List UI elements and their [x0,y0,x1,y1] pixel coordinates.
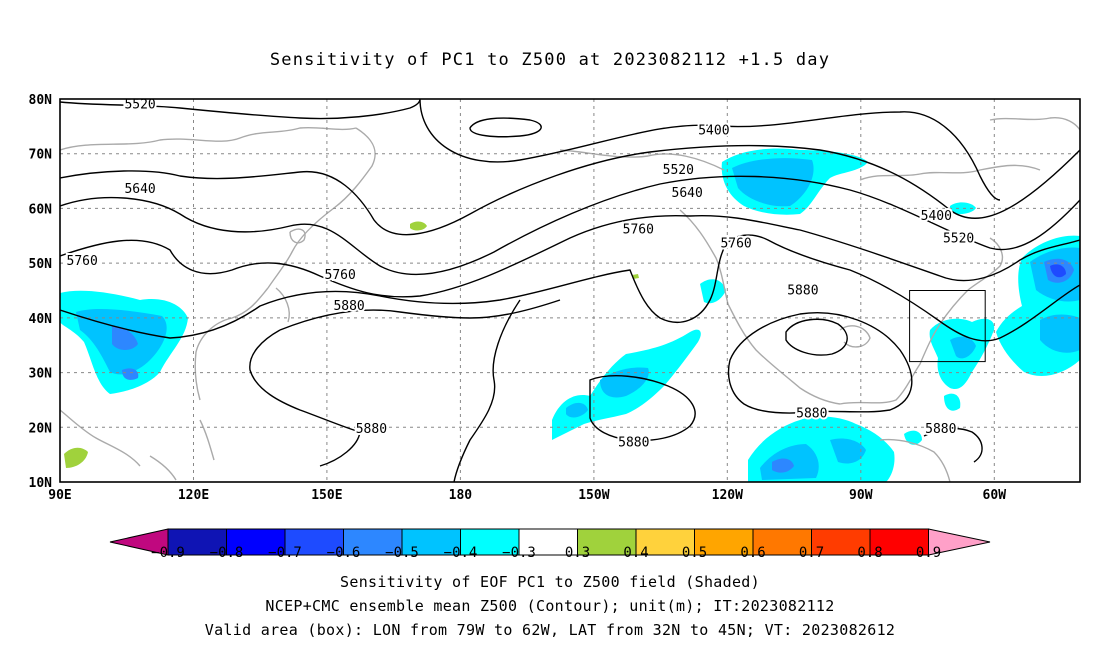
colorbar-cell-4 [401,528,461,556]
colorbar [109,528,991,556]
colorbar-cell-5 [460,528,520,556]
contour-label-5760-9: 5760 [67,254,98,269]
contour-label-5880-15: 5880 [796,407,827,422]
contour-label-5520-6: 5520 [943,232,974,247]
colorbar-cell-11 [811,528,871,556]
contour-label-5880-14: 5880 [618,436,649,451]
contour-labels: 5520 5400 5520 5640 5640 5400 5520 5760 5760 5760… [65,95,977,452]
colorbar-label-6: −0.3 [502,545,536,561]
lon-label-90w: 90W [849,488,873,503]
z500-contours [60,99,1080,482]
contour-label-5520-2: 5520 [663,163,694,178]
lon-label-180: 180 [449,488,473,503]
caption-line-2: NCEP+CMC ensemble mean Z500 (Contour); u… [265,597,835,615]
colorbar-high-extension [928,528,991,556]
caption-line-1: Sensitivity of EOF PC1 to Z500 field (Sh… [340,573,760,591]
map-title: Sensitivity of PC1 to Z500 at 2023082112… [269,50,831,70]
colorbar-label-10: 0.6 [740,545,765,561]
colorbar-label-5: −0.4 [444,545,478,561]
sensitivity-shading [60,148,1080,482]
colorbar-cell-0 [167,528,227,556]
colorbar-label-2: −0.7 [268,545,302,561]
contour-label-5880-16: 5880 [925,422,956,437]
colorbar-cell-6 [518,528,578,556]
contour-label-5760-10: 5760 [325,268,356,283]
colorbar-label-3: −0.6 [327,545,361,561]
contour-label-5400-5: 5400 [921,209,952,224]
colorbar-cell-2 [284,528,344,556]
contour-label-5880-12: 5880 [787,284,818,299]
valid-area-box [909,290,986,363]
colorbar-cell-7 [577,528,637,556]
lon-label-120w: 120W [712,488,743,503]
lat-label-80n: 80N [29,93,53,108]
lon-label-150e: 150E [311,488,342,503]
colorbar-label-4: −0.5 [385,545,419,561]
colorbar-label-8: 0.4 [623,545,648,561]
lat-label-70n: 70N [29,148,53,163]
colorbar-cell-9 [694,528,754,556]
lat-label-10n: 10N [29,476,53,491]
lon-label-120e: 120E [178,488,209,503]
lat-label-50n: 50N [29,257,53,272]
colorbar-label-9: 0.5 [682,545,707,561]
colorbar-label-12: 0.8 [857,545,882,561]
colorbar-label-11: 0.7 [799,545,824,561]
contour-label-5640-4: 5640 [124,182,155,197]
contour-label-5520-0: 5520 [124,97,155,112]
contour-label-5760-7: 5760 [623,223,654,238]
caption-line-3: Valid area (box): LON from 79W to 62W, L… [204,621,896,639]
contour-label-5640-3: 5640 [672,186,703,201]
lon-label-150w: 150W [578,488,609,503]
contour-label-5880-11: 5880 [333,299,364,314]
colorbar-cell-3 [343,528,403,556]
contour-label-5760-8: 5760 [720,236,751,251]
plot-frame [59,98,1081,483]
colorbar-label-1: −0.8 [210,545,244,561]
lat-label-20n: 20N [29,421,53,436]
colorbar-label-7: 0.3 [565,545,590,561]
lon-label-90e: 90E [48,488,71,503]
colorbar-label-13: 0.9 [916,545,941,561]
colorbar-labels: −0.9 −0.8 −0.7 −0.6 −0.5 −0.4 −0.3 0.3 0.4 0.5 0.6… [151,545,941,561]
contour-label-5400-1: 5400 [698,124,729,139]
colorbar-cell-1 [226,528,286,556]
lon-label-60w: 60W [983,488,1007,503]
contour-label-5880-13: 5880 [356,422,387,437]
lat-label-30n: 30N [29,367,53,382]
lat-label-40n: 40N [29,312,53,327]
lat-label-60n: 60N [29,202,53,217]
colorbar-cell-8 [635,528,695,556]
colorbar-label-0: −0.9 [151,545,185,561]
